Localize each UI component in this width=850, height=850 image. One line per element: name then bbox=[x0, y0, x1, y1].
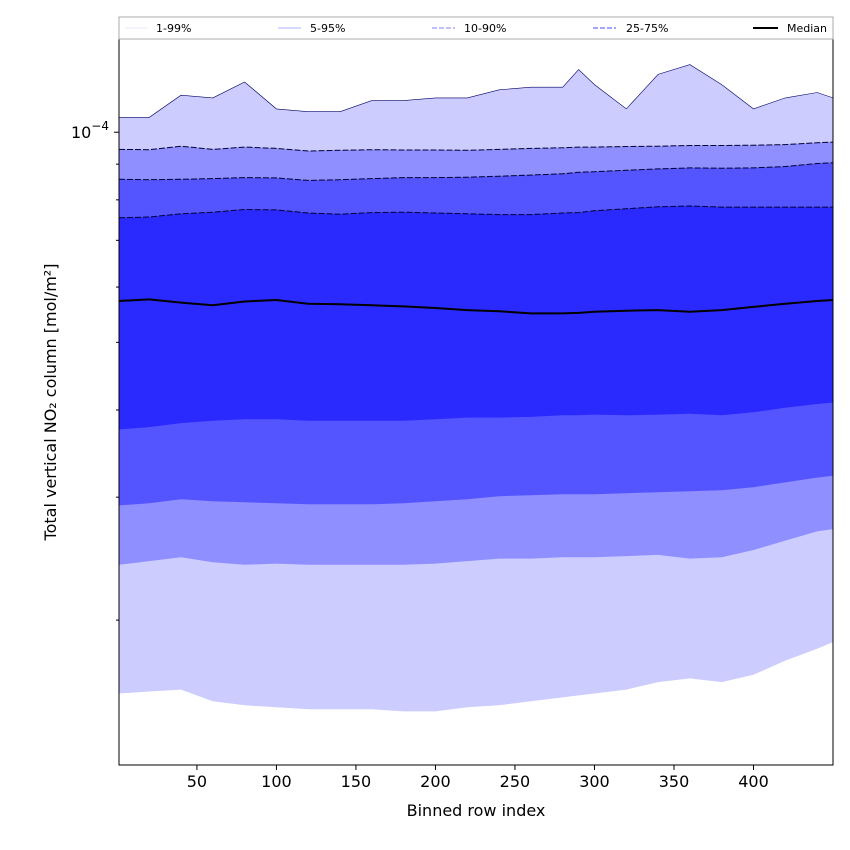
band-upper-line-10-90pct bbox=[118, 162, 834, 181]
legend-label: 10-90% bbox=[464, 22, 506, 35]
y-axis-label: Total vertical NO₂ column [mol/m²] bbox=[41, 264, 60, 542]
legend-label: Median bbox=[787, 22, 827, 35]
legend-label: 5-95% bbox=[310, 22, 345, 35]
legend: 1-99% 5-95% 10-90% 25-75% Median bbox=[118, 16, 834, 40]
x-tick-label: 300 bbox=[579, 772, 610, 791]
percentile-lines bbox=[118, 64, 834, 315]
legend-label: 1-99% bbox=[156, 22, 191, 35]
band-upper-line-25-75pct bbox=[118, 205, 833, 219]
x-tick-label: 350 bbox=[659, 772, 690, 791]
percentile-bands bbox=[119, 64, 833, 712]
x-tick-label: 400 bbox=[738, 772, 769, 791]
y-tick-label: 10−4 bbox=[71, 119, 109, 142]
legend-box bbox=[118, 16, 834, 40]
x-tick-label: 200 bbox=[420, 772, 451, 791]
x-axis-ticks: 50 100 150 200 250 300 350 400 bbox=[187, 765, 769, 791]
band-upper-line-1-99pct bbox=[119, 64, 834, 118]
x-axis-label: Binned row index bbox=[407, 801, 546, 820]
x-tick-label: 150 bbox=[341, 772, 372, 791]
y-axis-ticks: 10−4 bbox=[71, 119, 119, 621]
legend-label: 25-75% bbox=[626, 22, 668, 35]
x-tick-label: 100 bbox=[261, 772, 292, 791]
band-25-75pct bbox=[119, 206, 833, 430]
median-line bbox=[118, 298, 834, 315]
x-tick-label: 50 bbox=[187, 772, 207, 791]
x-tick-label: 250 bbox=[500, 772, 531, 791]
band-upper-line-5-95pct bbox=[118, 141, 834, 152]
